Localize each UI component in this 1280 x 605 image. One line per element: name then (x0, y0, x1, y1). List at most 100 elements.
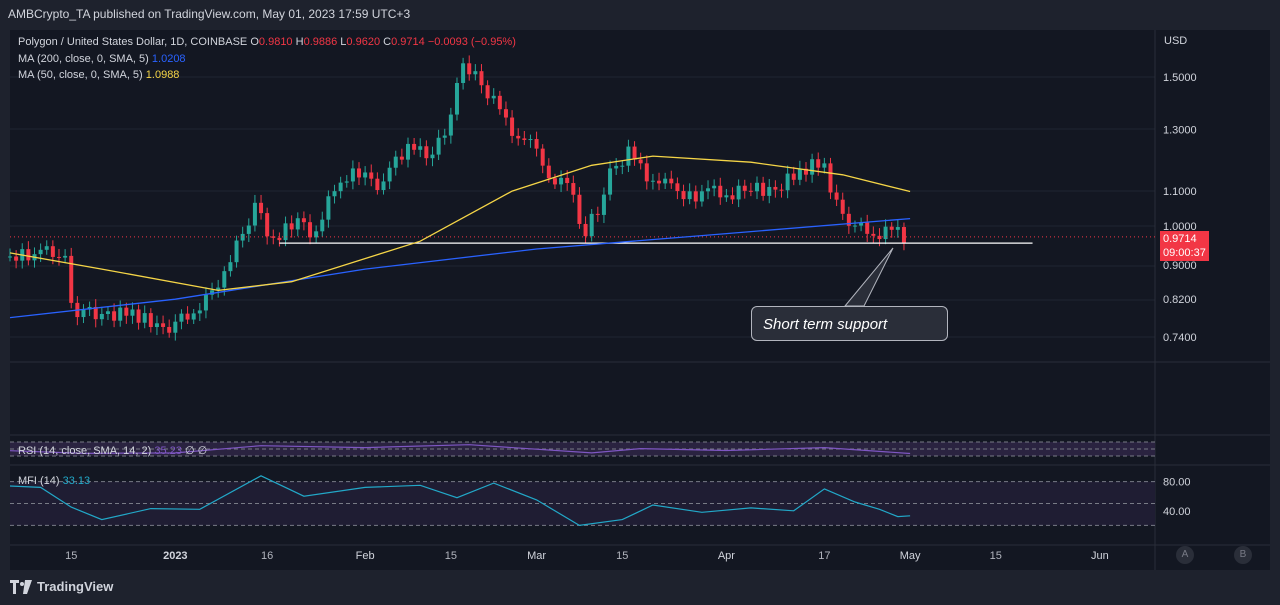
candle-body (479, 71, 484, 86)
candle-body (632, 146, 637, 160)
auto-scale-button[interactable]: A (1176, 546, 1194, 564)
candle-body (197, 310, 202, 314)
candle-body (161, 323, 166, 327)
candle-body (430, 154, 435, 159)
time-tick-label: May (900, 550, 921, 562)
candle-body (810, 159, 815, 175)
candle-body (522, 138, 527, 140)
legend-ma200[interactable]: MA (200, close, 0, SMA, 5) 1.0208 (18, 53, 186, 65)
candle-body (797, 168, 802, 180)
candle-body (154, 323, 159, 328)
candle-body (93, 306, 98, 320)
candle-body (840, 199, 845, 214)
candle-body (381, 181, 386, 191)
candle-body (289, 223, 294, 230)
time-tick-label: 17 (818, 550, 830, 562)
time-tick-label: Jun (1091, 550, 1109, 562)
mfi-value: 33.13 (62, 475, 91, 487)
candle-body (69, 255, 74, 303)
candle-body (626, 146, 631, 166)
support-annotation[interactable]: Short term support (751, 306, 948, 341)
candle-body (595, 213, 600, 215)
legend-ma50[interactable]: MA (50, close, 0, SMA, 5) 1.0988 (18, 69, 180, 81)
candle-body (901, 227, 906, 243)
candle-body (693, 191, 698, 202)
candle-body (314, 231, 319, 238)
time-tick-label: 15 (616, 550, 628, 562)
candle-body (638, 159, 643, 164)
candle-body (614, 165, 619, 169)
axes: 1.5000 1.3000 1.1000 1.0000 0.9000 0.8200 0.74… (65, 72, 1197, 562)
candle-body (191, 313, 196, 320)
indicator-lines (9, 155, 1155, 527)
candle-body (834, 192, 839, 200)
candle-body (222, 271, 227, 288)
mfi-line[interactable] (9, 475, 911, 527)
price-tick-label: 1.5000 (1163, 72, 1197, 84)
candle-body (350, 168, 355, 182)
candle-body (234, 240, 239, 263)
candle-body (142, 313, 147, 323)
candle-body (124, 307, 129, 316)
time-tick-label: Apr (718, 550, 735, 562)
scale-b-button[interactable]: B (1234, 546, 1252, 564)
candle-body (559, 177, 564, 185)
legend-mfi[interactable]: MFI (14) 33.13 (18, 475, 91, 487)
candle-body (363, 172, 368, 178)
grid-lines (10, 30, 1270, 570)
candle-body (650, 180, 655, 182)
candle-body (252, 202, 257, 226)
time-tick-label: 2023 (163, 550, 187, 562)
candle-body (583, 223, 588, 237)
candle-body (510, 117, 515, 136)
candle-body (779, 189, 784, 191)
legend-rsi[interactable]: RSI (14, close, SMA, 14, 2) 35.23 ∅ ∅ (18, 445, 208, 457)
candle-body (773, 186, 778, 190)
mfi-tick-label: 40.00 (1163, 506, 1191, 518)
candle-body (485, 85, 490, 99)
price-tick-label: 0.8200 (1163, 294, 1197, 306)
symbol-label[interactable]: Polygon / United States Dollar, 1D, COIN… (18, 36, 248, 48)
ma200-line[interactable] (9, 217, 911, 319)
ma50-line[interactable] (9, 155, 911, 292)
ma200-value: 1.0208 (151, 53, 186, 65)
candle-body (828, 163, 833, 193)
price-tick-label: 1.0000 (1163, 221, 1197, 233)
candle-body (38, 249, 43, 255)
rsi-line[interactable] (9, 444, 911, 455)
candle-body (859, 222, 864, 226)
candle-body (338, 182, 343, 192)
candle-body (528, 139, 533, 141)
candle-body (185, 313, 190, 320)
candle-body (357, 168, 362, 178)
candle-body (118, 307, 123, 321)
candle-body (246, 225, 251, 234)
candle-body (742, 185, 747, 191)
low-value: 0.9620 (346, 36, 381, 48)
candle-body (44, 246, 49, 250)
candle-body (320, 219, 325, 232)
candle-body (228, 262, 233, 272)
time-tick-label: 15 (445, 550, 457, 562)
high-value: 0.9886 (303, 36, 338, 48)
candle-body (295, 218, 300, 230)
candle-body (424, 146, 429, 159)
candle-body (265, 213, 270, 237)
time-tick-label: Mar (527, 550, 546, 562)
candle-body (657, 180, 662, 184)
tradingview-logo[interactable]: TradingView (10, 579, 113, 594)
candle-body (50, 246, 55, 257)
price-tick-label: 1.1000 (1163, 186, 1197, 198)
candle-body (448, 114, 453, 136)
candle-body (473, 71, 478, 75)
candle-body (534, 139, 539, 149)
candle-body (271, 236, 276, 238)
candle-body (675, 183, 680, 192)
time-tick-label: Feb (356, 550, 375, 562)
candle-body (681, 191, 686, 200)
candle-body (565, 177, 570, 184)
candle-body (332, 191, 337, 197)
candle-body (179, 313, 184, 322)
candle-body (699, 191, 704, 202)
